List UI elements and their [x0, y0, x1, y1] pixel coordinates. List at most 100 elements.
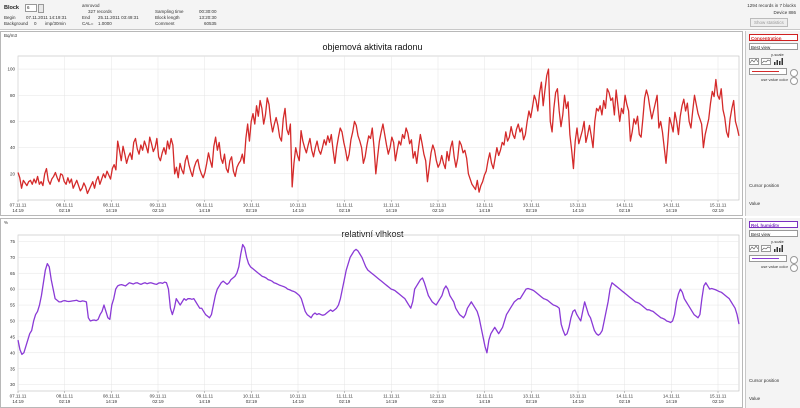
- radon-series-select[interactable]: Concentration: [749, 34, 798, 41]
- humidity-value-color-label: use value color: [761, 264, 788, 269]
- x-tick-time: 02:19: [712, 399, 724, 404]
- line-style-icon[interactable]: [749, 245, 759, 252]
- zoom-in-icon[interactable]: [790, 256, 798, 264]
- x-tick-time: 02:19: [246, 208, 258, 213]
- line-style-icon[interactable]: [749, 58, 759, 65]
- humidity-chart[interactable]: 3035404550556065707507.11.1114:1908.11.1…: [1, 219, 744, 407]
- begin-label: Begin: [4, 15, 16, 20]
- x-tick-date: 10.11.11: [290, 394, 307, 399]
- humidity-side-panel: Rel. humidity Best view y-scale use valu…: [745, 218, 800, 408]
- x-tick-date: 14.11.11: [663, 203, 680, 208]
- y-tick-label: 100: [7, 67, 15, 72]
- block-spin-button[interactable]: [38, 4, 44, 13]
- y-tick-label: 30: [10, 382, 16, 387]
- device-label: Device 886: [773, 10, 796, 15]
- block-number-input[interactable]: 6: [25, 4, 37, 12]
- y-tick-label: 65: [10, 271, 16, 276]
- x-tick-time: 02:19: [339, 399, 351, 404]
- x-tick-time: 14:19: [12, 208, 24, 213]
- x-tick-time: 14:19: [292, 208, 304, 213]
- x-tick-time: 14:19: [479, 399, 491, 404]
- x-tick-date: 08.11.11: [103, 203, 120, 208]
- y-tick-label: 60: [10, 119, 16, 124]
- zoom-out-icon[interactable]: [790, 77, 798, 85]
- x-tick-time: 02:19: [152, 399, 164, 404]
- y-tick-label: 70: [10, 255, 16, 260]
- x-tick-time: 14:19: [666, 208, 678, 213]
- humidity-chart-panel: % relativní vlhkost 30 35 40 45 50 55 60 65 70 75…: [0, 218, 743, 408]
- cal-value: 1.0000: [98, 21, 112, 26]
- zoom-out-icon[interactable]: [790, 264, 798, 272]
- area-style-icon[interactable]: [761, 245, 771, 252]
- x-tick-date: 09.11.11: [150, 394, 167, 399]
- x-tick-time: 14:19: [666, 399, 678, 404]
- block-length-value: 13:20:30: [199, 15, 217, 20]
- y-tick-label: 75: [10, 239, 16, 244]
- y-tick-label: 20: [10, 171, 16, 176]
- radon-chart-panel: Bq/m3 objemová aktivita radonu 20 40 60 80 1…: [0, 31, 743, 216]
- x-tick-date: 07.11.11: [10, 203, 27, 208]
- x-tick-date: 14.11.11: [663, 394, 680, 399]
- humidity-chart-title: relativní vlhkost: [341, 229, 404, 239]
- x-tick-date: 10.11.11: [290, 203, 307, 208]
- x-tick-date: 11.11.11: [336, 394, 353, 399]
- x-tick-time: 14:19: [479, 208, 491, 213]
- show-statistics-button[interactable]: Show statistics: [750, 18, 788, 27]
- radon-chart-title: objemová aktivita radonu: [322, 42, 423, 52]
- x-tick-time: 14:19: [386, 208, 398, 213]
- y-tick-label: 35: [10, 366, 16, 371]
- radon-unit-label: Bq/m3: [4, 33, 18, 38]
- x-tick-date: 15.11.11: [710, 203, 727, 208]
- x-tick-time: 02:19: [619, 399, 631, 404]
- x-tick-date: 13.11.11: [523, 394, 540, 399]
- x-tick-date: 10.11.11: [243, 394, 260, 399]
- x-tick-time: 02:19: [246, 399, 258, 404]
- y-tick-label: 55: [10, 303, 16, 308]
- radon-cursor-position-label: Cursor position: [749, 183, 780, 188]
- info-header: Block 6 Begin 07.11.2011 14:19:31 Backgr…: [0, 0, 800, 30]
- x-tick-date: 09.11.11: [196, 394, 213, 399]
- humidity-scale-label: y-scale: [771, 239, 784, 244]
- bar-style-icon[interactable]: [774, 58, 784, 67]
- x-tick-date: 12.11.11: [430, 394, 447, 399]
- end-value: 25.11.2011 03:49:31: [98, 15, 139, 20]
- records-in-blocks: 1294 records in 7 blocks: [747, 3, 796, 8]
- sampling-label: Sampling time: [155, 9, 184, 14]
- humidity-series-select[interactable]: Rel. humidity: [749, 221, 798, 228]
- block-label: Block: [4, 5, 19, 11]
- x-tick-date: 11.11.11: [383, 394, 400, 399]
- x-tick-date: 13.11.11: [570, 203, 587, 208]
- radon-side-panel: Concentration Best view y-scale use valu…: [745, 31, 800, 216]
- background-value: 0: [34, 21, 37, 26]
- bar-style-icon[interactable]: [774, 245, 784, 254]
- comment-label: Comment: [155, 21, 175, 26]
- humidity-line-color-select[interactable]: [749, 255, 787, 262]
- radon-line-color-select[interactable]: [749, 68, 787, 75]
- radon-scale-label: y-scale: [771, 52, 784, 57]
- radon-view-select[interactable]: Best view: [749, 43, 798, 50]
- humidity-unit-label: %: [4, 220, 9, 225]
- x-tick-time: 14:19: [386, 399, 398, 404]
- x-tick-date: 12.11.11: [430, 203, 447, 208]
- plot-frame: [17, 55, 740, 201]
- area-style-icon[interactable]: [761, 58, 771, 65]
- data-series-line: [17, 68, 740, 195]
- humidity-value-label: Value: [749, 396, 761, 401]
- x-tick-date: 08.11.11: [103, 394, 120, 399]
- zoom-in-icon[interactable]: [790, 69, 798, 77]
- records-count: 327 records: [88, 9, 112, 14]
- x-tick-date: 09.11.11: [196, 203, 213, 208]
- y-tick-label: 60: [10, 287, 16, 292]
- x-tick-date: 11.11.11: [336, 203, 353, 208]
- x-tick-time: 02:19: [432, 208, 444, 213]
- x-tick-time: 02:19: [712, 208, 724, 213]
- x-tick-time: 14:19: [106, 208, 118, 213]
- radon-value-color-label: use value color: [761, 77, 788, 82]
- x-tick-time: 02:19: [59, 399, 71, 404]
- x-tick-time: 14:19: [292, 399, 304, 404]
- humidity-view-select[interactable]: Best view: [749, 230, 798, 237]
- x-tick-time: 14:19: [572, 399, 584, 404]
- radon-chart[interactable]: 2040608010007.11.1114:1908.11.1102:1908.…: [1, 32, 744, 215]
- comment-value: 60535: [204, 21, 217, 26]
- x-tick-time: 14:19: [199, 399, 211, 404]
